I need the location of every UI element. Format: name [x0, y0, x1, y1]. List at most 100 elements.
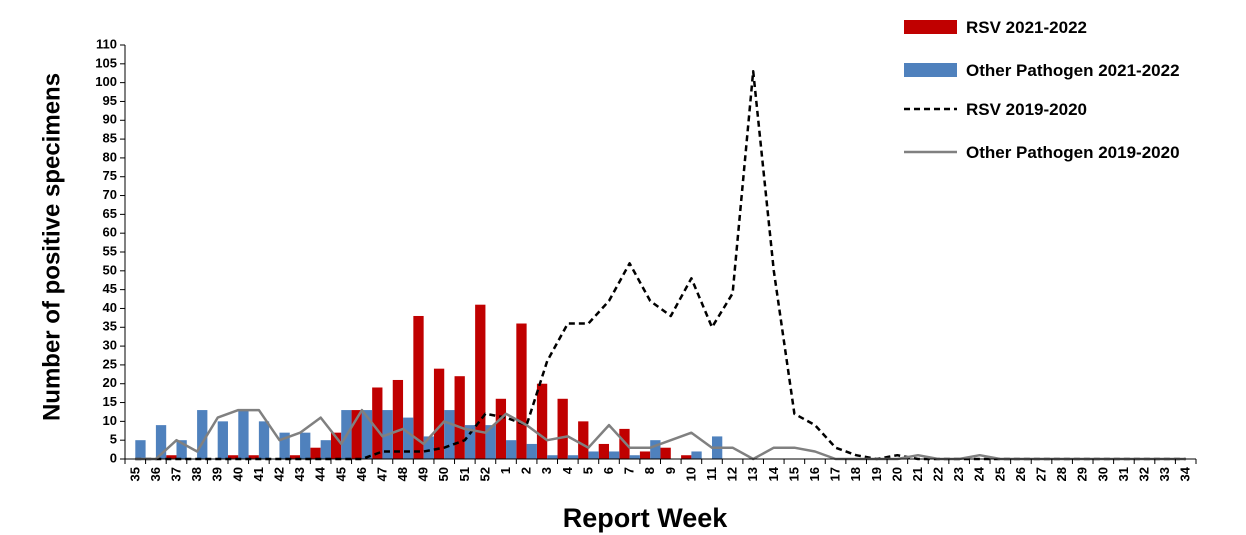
- y-tick-label: 55: [103, 243, 117, 258]
- x-tick-label: 7: [622, 467, 637, 474]
- bar-rsv-2021-2022: [392, 379, 404, 459]
- bar-rsv-2021-2022: [598, 443, 610, 459]
- x-tick-label: 33: [1157, 467, 1172, 481]
- x-tick-label: 41: [251, 467, 266, 481]
- bar-other-pathogen-2021-2022: [320, 440, 331, 459]
- x-tick-label: 44: [313, 466, 328, 481]
- x-tick-label: 34: [1178, 466, 1193, 481]
- bar-other-pathogen-2021-2022: [588, 451, 599, 459]
- x-tick-label: 22: [931, 467, 946, 481]
- x-tick-label: 17: [828, 467, 843, 481]
- x-tick-label: 26: [1013, 467, 1028, 481]
- x-tick-label: 37: [168, 467, 183, 481]
- legend-label-rsv-2021-2022: RSV 2021-2022: [966, 18, 1087, 37]
- y-tick-label: 0: [110, 450, 117, 465]
- bar-rsv-2021-2022: [681, 455, 692, 459]
- x-tick-label: 48: [395, 467, 410, 481]
- y-tick-label: 30: [103, 338, 117, 353]
- x-tick-label: 42: [271, 467, 286, 481]
- y-tick-label: 60: [103, 225, 117, 240]
- x-tick-label: 23: [951, 467, 966, 481]
- bar-other-pathogen-2021-2022: [279, 432, 290, 459]
- x-tick-label: 31: [1116, 467, 1131, 481]
- y-tick-label: 50: [103, 262, 117, 277]
- x-tick-label: 16: [807, 467, 822, 481]
- x-tick-label: 18: [848, 467, 863, 481]
- bar-rsv-2021-2022: [454, 376, 465, 459]
- y-tick-label: 90: [103, 112, 117, 127]
- bar-other-pathogen-2021-2022: [567, 455, 579, 459]
- y-tick-label: 10: [103, 413, 117, 428]
- x-tick-label: 9: [663, 467, 678, 474]
- bar-other-pathogen-2021-2022: [526, 443, 537, 459]
- x-tick-label: 38: [189, 467, 204, 481]
- bar-rsv-2021-2022: [289, 455, 301, 459]
- y-tick-label: 70: [103, 187, 117, 202]
- bar-other-pathogen-2021-2022: [217, 421, 228, 459]
- legend-item-other-pathogen-2019-2020: Other Pathogen 2019-2020: [904, 143, 1180, 162]
- legend-item-other-pathogen-2021-2022: Other Pathogen 2021-2022: [904, 61, 1180, 80]
- legend-label-rsv-2019-2020: RSV 2019-2020: [966, 100, 1087, 119]
- bar-other-pathogen-2021-2022: [444, 410, 455, 459]
- x-tick-label: 10: [683, 467, 698, 481]
- y-tick-label: 95: [103, 93, 117, 108]
- x-tick-label: 11: [704, 467, 719, 481]
- y-tick-label: 100: [95, 74, 117, 89]
- y-tick-label: 110: [96, 36, 117, 51]
- x-tick-label: 43: [292, 467, 307, 481]
- y-tick-label: 15: [103, 394, 117, 409]
- x-tick-label: 13: [745, 467, 760, 481]
- x-tick-label: 25: [992, 467, 1007, 481]
- y-tick-label: 5: [110, 432, 117, 447]
- bar-rsv-2021-2022: [433, 368, 445, 459]
- x-axis-title: Report Week: [563, 503, 729, 533]
- bar-other-pathogen-2021-2022: [650, 440, 661, 459]
- x-ticks: 35 36 37 38 39 40 41 42 43 44 45 46 47 48 49 50 51 52 1 2 3 4…: [124, 459, 1197, 481]
- line-rsv-2019-2020: [135, 70, 1186, 461]
- x-tick-label: 5: [580, 467, 595, 474]
- bar-rsv-2021-2022: [536, 383, 548, 459]
- lines-layer: [135, 70, 1186, 461]
- bar-rsv-2021-2022: [557, 398, 568, 459]
- bar-rsv-2021-2022: [166, 455, 177, 459]
- bar-rsv-2021-2022: [475, 304, 486, 459]
- x-tick-label: 1: [498, 467, 513, 474]
- bar-rsv-2021-2022: [227, 455, 239, 459]
- x-tick-label: 8: [642, 467, 657, 474]
- bar-rsv-2021-2022: [372, 387, 383, 459]
- x-tick-label: 49: [416, 467, 431, 481]
- legend-label-other-pathogen-2019-2020: Other Pathogen 2019-2020: [966, 143, 1180, 162]
- x-tick-label: 27: [1034, 467, 1049, 481]
- bar-other-pathogen-2021-2022: [155, 425, 167, 459]
- x-tick-label: 51: [457, 467, 472, 481]
- x-tick-label: 39: [210, 467, 225, 481]
- bar-rsv-2021-2022: [516, 323, 527, 459]
- x-tick-label: 36: [148, 467, 163, 481]
- y-tick-label: 105: [95, 55, 117, 70]
- bar-other-pathogen-2021-2022: [197, 410, 208, 459]
- y-tick-label: 40: [103, 300, 117, 315]
- bar-other-pathogen-2021-2022: [464, 425, 476, 459]
- x-tick-label: 3: [539, 467, 554, 474]
- legend-item-rsv-2019-2020: RSV 2019-2020: [904, 100, 1087, 119]
- bar-other-pathogen-2021-2022: [361, 410, 373, 459]
- bar-other-pathogen-2021-2022: [547, 455, 558, 459]
- x-tick-label: 46: [354, 467, 369, 481]
- bar-other-pathogen-2021-2022: [506, 440, 517, 459]
- bars-layer: [135, 304, 723, 459]
- y-tick-label: 25: [103, 356, 117, 371]
- x-tick-label: 32: [1137, 467, 1152, 481]
- x-tick-label: 6: [601, 467, 616, 474]
- bar-other-pathogen-2021-2022: [609, 451, 620, 459]
- x-tick-label: 19: [869, 467, 884, 481]
- x-tick-label: 15: [786, 467, 801, 481]
- y-tick-label: 65: [103, 206, 117, 221]
- bar-rsv-2021-2022: [351, 410, 362, 459]
- bar-rsv-2021-2022: [248, 455, 259, 459]
- bar-other-pathogen-2021-2022: [300, 432, 311, 459]
- y-tick-label: 85: [103, 131, 117, 146]
- bar-other-pathogen-2021-2022: [629, 455, 640, 459]
- y-axis-title: Number of positive specimens: [38, 73, 65, 421]
- legend-label-other-pathogen-2021-2022: Other Pathogen 2021-2022: [966, 61, 1180, 80]
- bar-rsv-2021-2022: [639, 451, 651, 459]
